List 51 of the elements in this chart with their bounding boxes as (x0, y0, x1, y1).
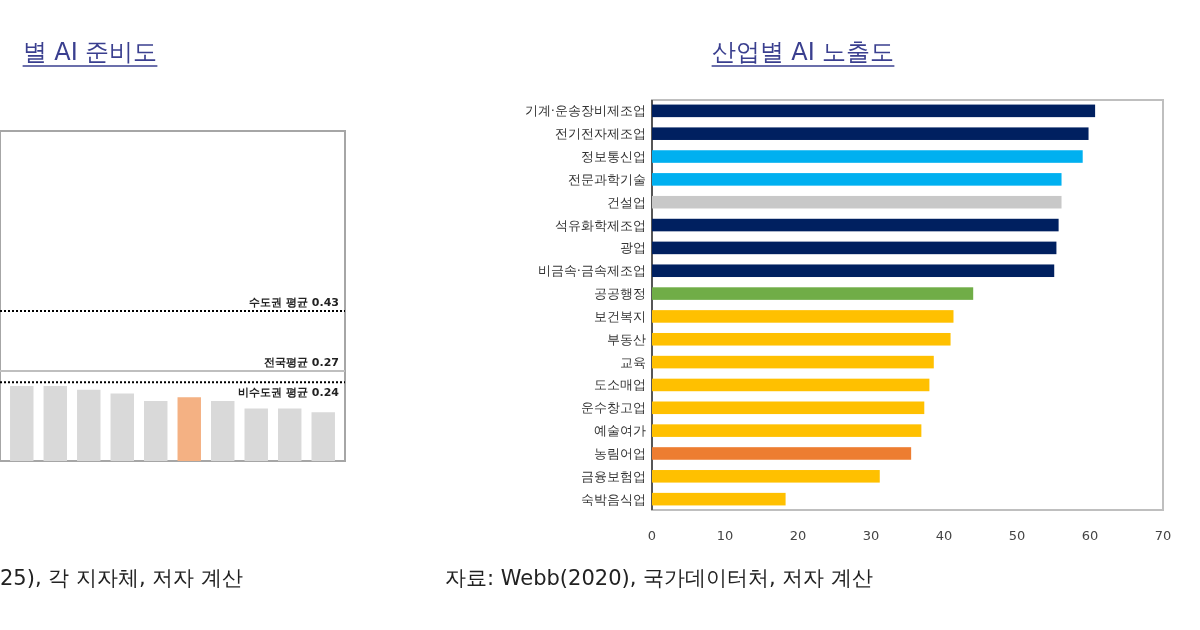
y-tick-label: 비금속·금속제조업 (537, 263, 646, 279)
y-tick-label: 운수창고업 (581, 400, 646, 416)
ref-line-label: 수도권 평균 0.43 (249, 296, 339, 309)
y-tick-label: 석유화학제조업 (555, 217, 646, 233)
y-tick-label: 전기전자제조업 (555, 126, 646, 142)
bar (652, 470, 880, 483)
bar (652, 150, 1083, 163)
x-tick-label: 20 (789, 528, 807, 543)
x-tick-label: 0 (647, 528, 657, 543)
bar (652, 378, 930, 392)
x-tick-label: 60 (1081, 528, 1099, 543)
bar (652, 127, 1089, 140)
bar (652, 355, 934, 369)
x-tick-label: 40 (935, 528, 953, 543)
ref-line-label: 전국평균 0.27 (264, 356, 339, 369)
y-tick-label: 전문과학기술 (568, 171, 646, 187)
y-tick-label: 기계·운송장비제조업 (524, 103, 646, 119)
x-tick-label: 30 (862, 528, 880, 543)
y-tick-label: 도소매업 (594, 377, 646, 393)
y-tick-label: 건설업 (607, 194, 646, 210)
bar (652, 310, 954, 323)
bar (652, 492, 786, 506)
chart-title: 산업별 AI 노출도 (711, 38, 895, 66)
bar (652, 264, 1055, 278)
y-tick-label: 광업 (620, 240, 646, 256)
text: 자료: Webb(2020), 국가데이터처, 저자 계산 (445, 566, 874, 590)
y-tick-label: 농림어업 (594, 446, 646, 462)
y-tick-label: 예술여가 (594, 423, 646, 439)
ref-line-label: 비수도권 평균 0.24 (238, 386, 340, 400)
y-tick-label: 교육 (620, 354, 646, 370)
chart-title: 별 AI 준비도 (22, 38, 158, 66)
bar (652, 424, 922, 437)
y-tick-label: 공공행정 (594, 286, 646, 302)
bar (652, 195, 1062, 209)
y-tick-label: 금융보험업 (581, 468, 646, 484)
y-tick-label: 부동산 (607, 331, 646, 347)
x-tick-label: 10 (716, 528, 734, 543)
x-tick-label: 70 (1154, 528, 1172, 543)
bar (652, 104, 1096, 118)
bar (652, 241, 1057, 255)
bar (652, 287, 974, 300)
bar (652, 401, 925, 415)
bar (652, 173, 1062, 186)
y-tick-label: 보건복지 (594, 308, 646, 324)
bar (652, 332, 951, 346)
bar (652, 447, 912, 460)
y-tick-label: 정보통신업 (581, 149, 646, 165)
text: 25), 각 지자체, 저자 계산 (0, 566, 243, 590)
bar (652, 218, 1059, 232)
y-tick-label: 숙박음식업 (581, 491, 646, 507)
x-tick-label: 50 (1008, 528, 1026, 543)
